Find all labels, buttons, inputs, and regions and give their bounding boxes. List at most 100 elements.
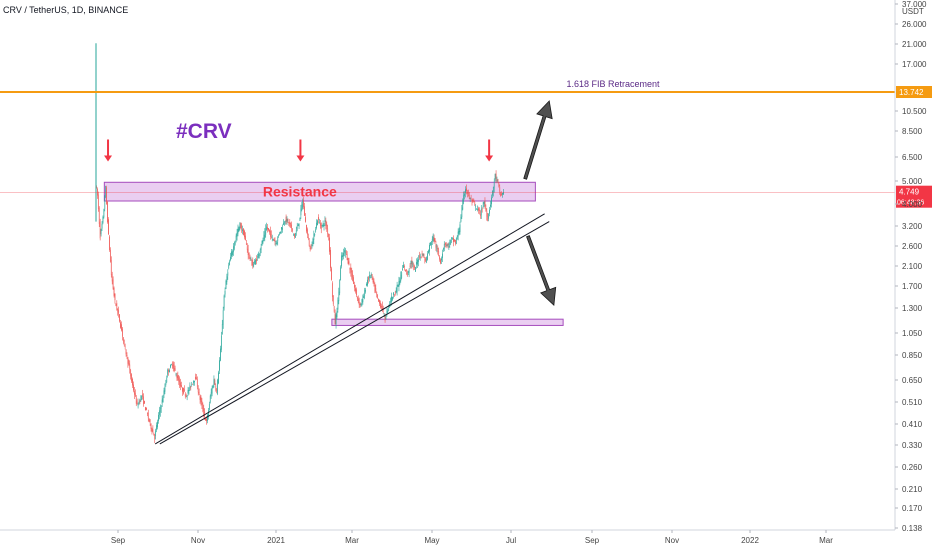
candle-body [440, 259, 441, 264]
candle [379, 299, 380, 306]
x-tick-label: May [424, 536, 439, 545]
candle-body [472, 200, 474, 201]
candle-body [422, 254, 424, 256]
candle-body [465, 189, 466, 194]
candle-body [463, 195, 465, 203]
candle [348, 257, 350, 266]
candle [167, 368, 169, 378]
candle [199, 394, 201, 404]
candle-body [163, 390, 165, 396]
candle-body [212, 385, 214, 388]
candle [215, 383, 217, 392]
candle [112, 276, 114, 290]
candle-body [220, 348, 221, 361]
candle [495, 170, 497, 184]
candle [418, 251, 420, 260]
candle-body [287, 219, 289, 222]
candle-body [211, 387, 213, 394]
candle-body [136, 400, 138, 404]
candle-body [331, 268, 332, 280]
candle [103, 208, 105, 219]
candle [233, 242, 234, 256]
candle [427, 250, 428, 261]
candle-body [436, 248, 438, 249]
candle [307, 227, 308, 239]
candle-body [374, 284, 376, 292]
candle [341, 252, 342, 269]
candle [155, 428, 157, 440]
candle-body [175, 373, 177, 375]
candle-body [184, 394, 186, 397]
candle [271, 234, 273, 242]
candle-body [386, 310, 388, 315]
candle-body [148, 418, 150, 422]
candle-body [182, 387, 183, 392]
candle [176, 372, 178, 381]
candle [186, 395, 188, 401]
candle [280, 231, 281, 235]
candle [442, 247, 444, 252]
candle [446, 243, 448, 247]
candle-body [210, 392, 212, 397]
candle-body [313, 234, 315, 240]
candle-body [354, 284, 355, 288]
candle [149, 418, 151, 426]
support-zone [331, 318, 564, 326]
candle [128, 359, 130, 366]
candle [303, 197, 305, 210]
candle-body [263, 234, 265, 240]
candle-body [447, 243, 449, 246]
candle [310, 243, 312, 250]
candle-body [360, 303, 362, 306]
candle-body [363, 295, 365, 298]
candle-body [492, 186, 494, 193]
candle [407, 270, 409, 275]
candle-body [105, 186, 107, 198]
candle [181, 381, 182, 388]
candle [477, 205, 478, 212]
candle [295, 226, 297, 236]
candle [425, 257, 427, 262]
candle-body [473, 200, 475, 202]
candle-body [99, 221, 101, 239]
candle [217, 378, 218, 396]
candle-body [149, 419, 151, 422]
candle-body [487, 216, 489, 222]
candle-body [246, 246, 248, 250]
candle-body [133, 384, 134, 391]
candle [353, 275, 354, 285]
candle [282, 219, 284, 226]
candle-body [190, 386, 192, 388]
candle [122, 327, 123, 341]
candle [457, 228, 459, 241]
candle-body [415, 267, 416, 272]
candle-body [387, 310, 389, 312]
candle [414, 264, 416, 270]
candle-body [312, 239, 314, 245]
projection-arrow-up [523, 100, 553, 180]
candle-body [349, 267, 351, 270]
candle [114, 293, 116, 304]
candle-body [408, 269, 410, 273]
candle [413, 262, 415, 271]
candle-body [236, 232, 238, 237]
candle-body [288, 222, 290, 225]
candle [133, 381, 134, 393]
candle-body [156, 425, 157, 430]
candle [394, 290, 396, 296]
candle-body [484, 201, 486, 207]
candle [476, 208, 477, 210]
candle-body [234, 240, 236, 244]
candle [257, 253, 258, 261]
candle [279, 231, 280, 236]
candle [256, 255, 257, 265]
candle [324, 216, 326, 226]
candle-body [146, 413, 148, 415]
candle [265, 224, 267, 238]
candle [479, 210, 481, 219]
candle [247, 244, 249, 260]
candle-body [455, 238, 457, 244]
